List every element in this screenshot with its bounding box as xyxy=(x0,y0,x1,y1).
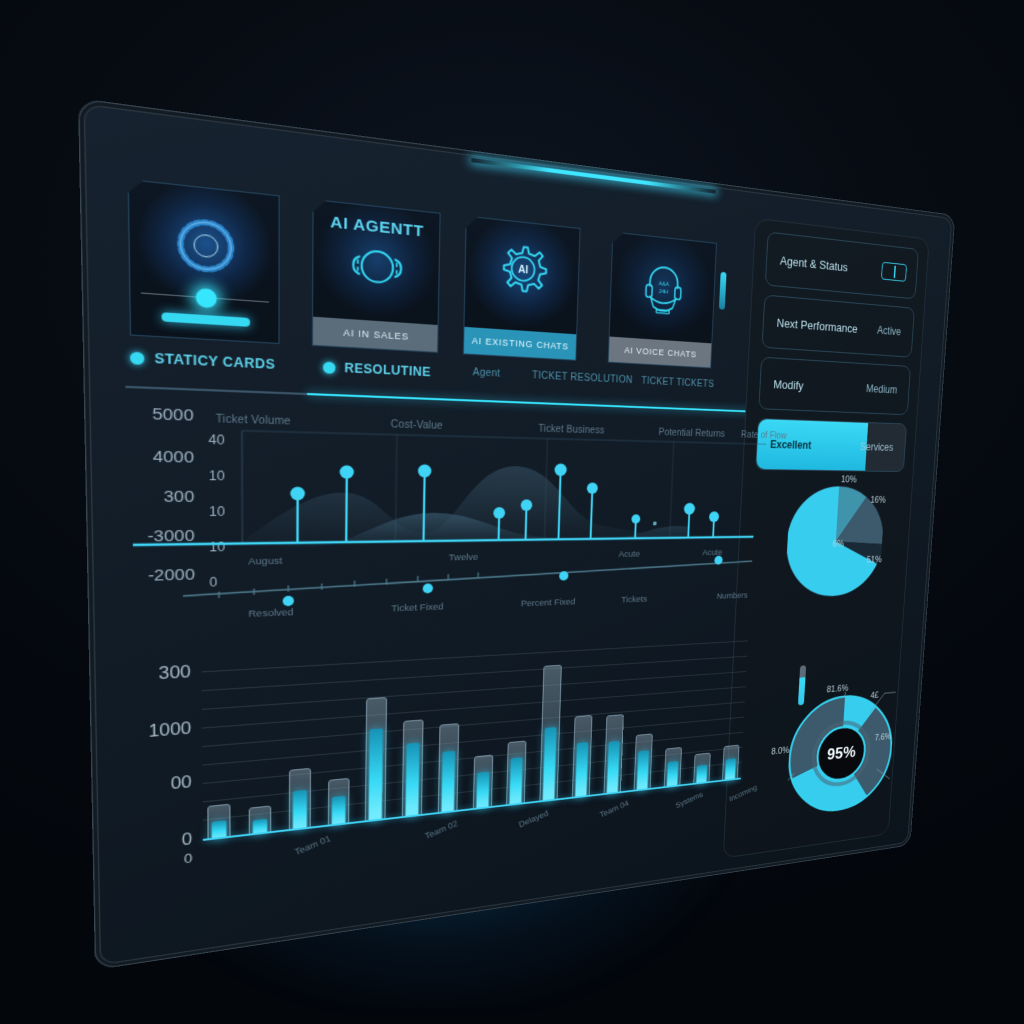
svg-text:24H: 24H xyxy=(659,288,669,295)
svg-text:AI: AI xyxy=(518,263,528,275)
svg-text:A&A: A&A xyxy=(659,280,670,287)
